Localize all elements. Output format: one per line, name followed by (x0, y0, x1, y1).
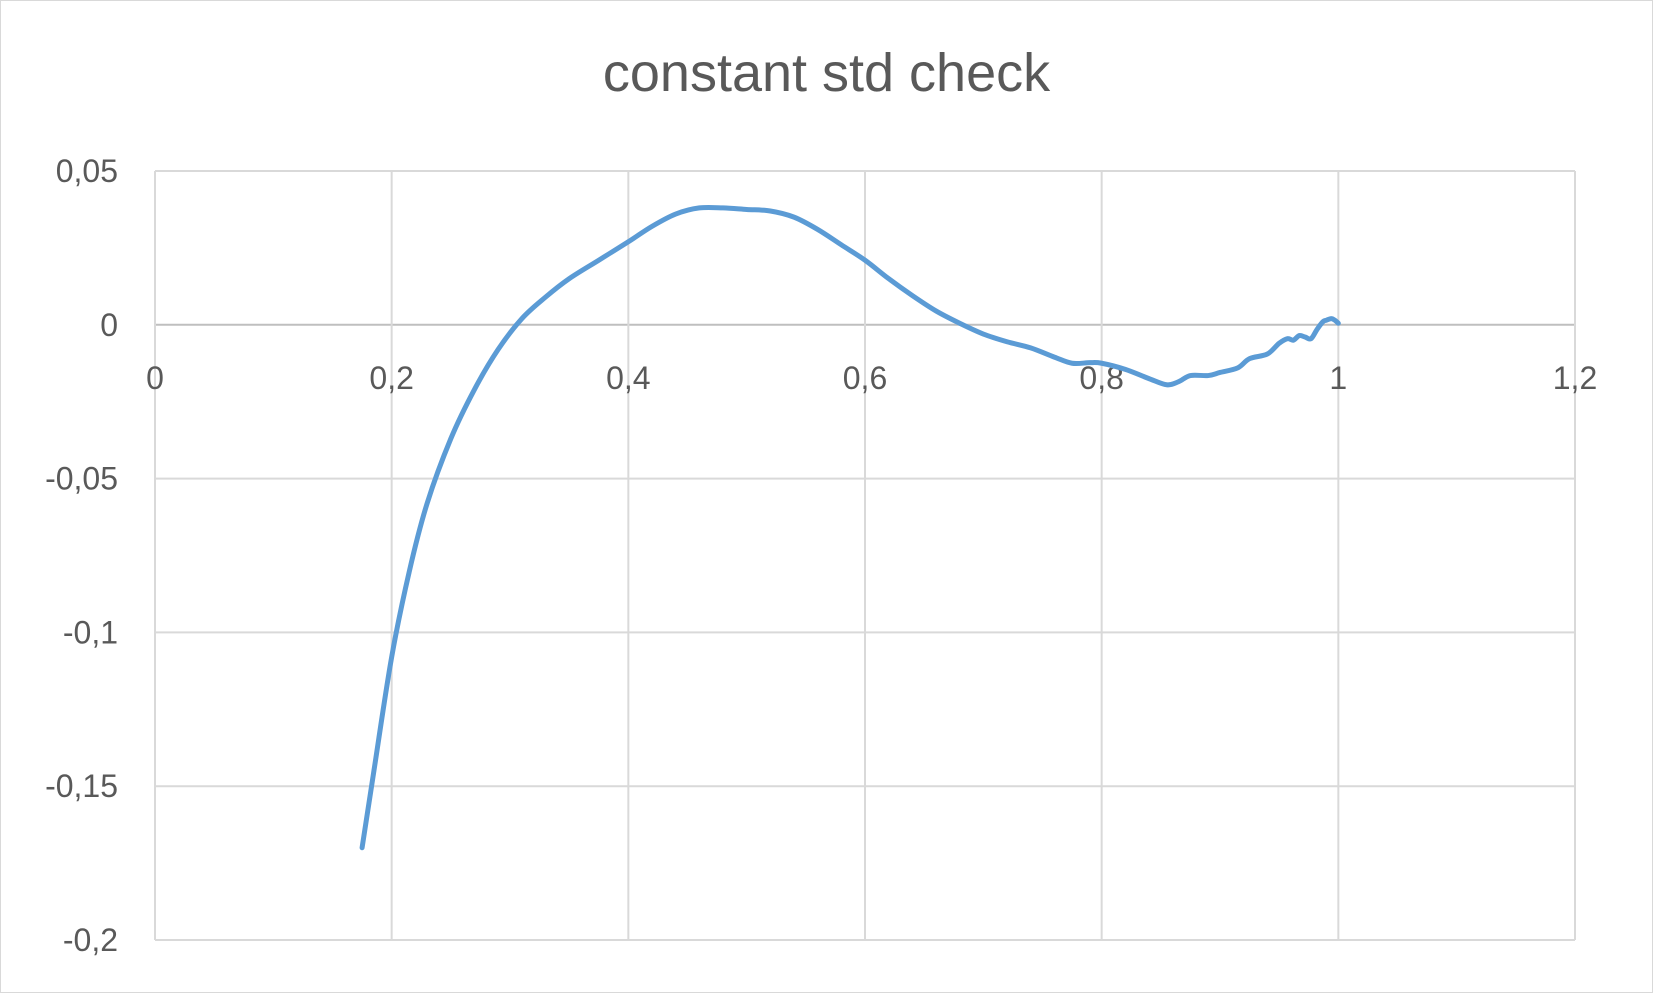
x-tick-label: 0,4 (606, 360, 650, 396)
tick-label-layer: 0,050-0,05-0,1-0,15-0,20 0,2 0,4 0,6 0,8 1 1,2 (45, 153, 1597, 958)
x-tick-label: 1 (1329, 360, 1347, 396)
x-tick-label: 0 (146, 360, 164, 396)
y-tick-label: -0,05 (45, 461, 118, 497)
x-tick-label: 0,6 (843, 360, 887, 396)
grid-layer (154, 170, 1576, 941)
y-tick-label: 0,05 (56, 153, 118, 189)
series-layer (359, 204, 1341, 851)
y-tick-label: -0,1 (63, 614, 118, 650)
y-tick-label: -0,2 (63, 922, 118, 958)
chart-title: constant std check (602, 43, 1051, 103)
x-tick-label: 0,2 (369, 360, 413, 396)
x-tick-label: 1,2 (1553, 360, 1597, 396)
y-tick-label: 0 (100, 307, 118, 343)
series-line (359, 204, 1341, 851)
y-tick-label: -0,15 (45, 768, 118, 804)
